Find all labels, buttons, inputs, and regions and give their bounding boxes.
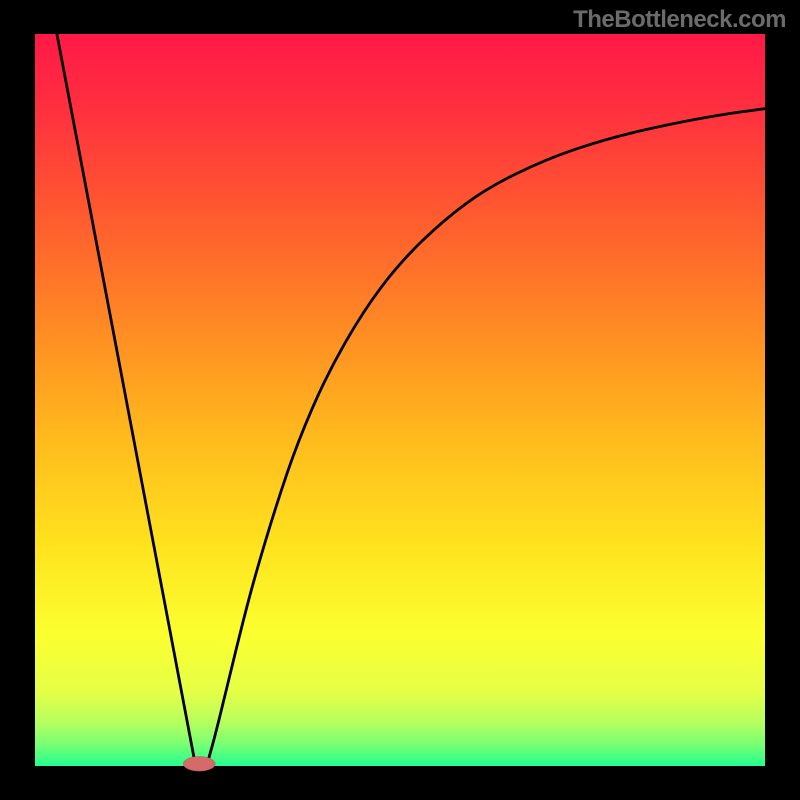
watermark-text: TheBottleneck.com: [573, 6, 786, 34]
chart-svg: [0, 0, 800, 800]
bottleneck-chart: TheBottleneck.com: [0, 0, 800, 800]
